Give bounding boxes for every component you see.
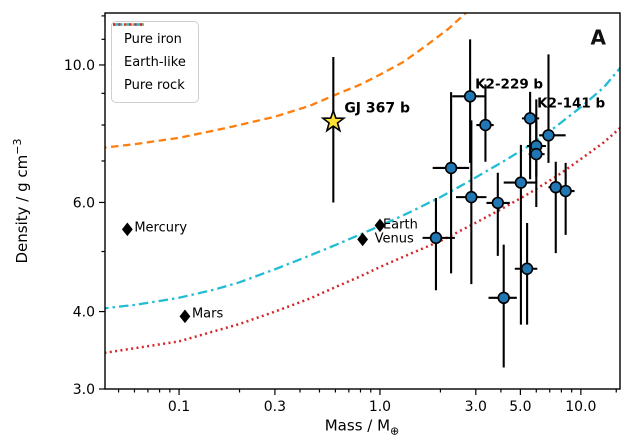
exoplanet-point <box>444 161 458 175</box>
x-axis-label: Mass / M⊕ <box>324 416 400 438</box>
data-points <box>121 90 572 324</box>
legend-item-pure-rock: Pure rock <box>113 23 186 94</box>
composition-curves <box>105 13 620 355</box>
curve-earth-like <box>105 66 620 310</box>
exoplanet-point <box>429 231 443 245</box>
curve-pure-iron <box>105 13 468 149</box>
x-tick-label: 5.0 <box>509 399 531 415</box>
exoplanet-point <box>514 176 528 189</box>
legend-item-pure-iron: Pure iron <box>113 23 186 48</box>
gj-367-b-star-marker <box>320 108 347 133</box>
exoplanet-point-k2-141-b <box>523 112 537 125</box>
annotations: GJ 367 b K2-229 b K2-141 b Mercury VenusEart… <box>134 25 606 321</box>
x-tick-label: 0.3 <box>264 399 286 415</box>
legend-label: Pure iron <box>124 31 182 47</box>
exoplanet-point <box>491 196 505 210</box>
y-tick-label: 4.0 <box>73 305 95 321</box>
x-tick-label: 1.0 <box>369 399 391 415</box>
earth-like-line-sample <box>113 23 144 26</box>
exoplanet-point <box>465 190 478 204</box>
exoplanet-point <box>520 262 534 275</box>
exoplanet-point-k2-229-b <box>463 90 477 103</box>
annotation-mars: Mars <box>192 306 224 321</box>
exoplanet-point <box>559 184 572 198</box>
y-tick-label: 3.0 <box>73 382 95 398</box>
pure-rock-line-sample <box>113 23 144 26</box>
axes-frame: 0.1 0.3 1.0 3.0 5.0 10.0 3.0 4.0 6.0 10.0 <box>64 12 621 415</box>
exoplanet-point <box>530 147 543 161</box>
exoplanet-point <box>497 291 510 305</box>
exoplanet-point <box>479 118 492 132</box>
planet-point-mercury <box>121 222 133 237</box>
annotation-earth: Earth <box>383 217 418 232</box>
annotation-gj-367-b: GJ 367 b <box>344 101 410 117</box>
x-tick-label: 10.0 <box>565 399 596 415</box>
x-tick-label: 3.0 <box>465 399 487 415</box>
annotation-k2-141-b: K2-141 b <box>537 95 605 111</box>
annotation-mercury: Mercury <box>134 220 187 235</box>
planet-point-mars <box>179 309 191 324</box>
curve-pure-rock <box>105 126 620 355</box>
legend-item-earth-like: Earth-like <box>113 23 186 71</box>
planet-point-venus <box>357 232 369 247</box>
planet-point-earth <box>374 218 386 233</box>
legend: Pure iron Earth-like Pure rock <box>111 21 199 103</box>
legend-label: Earth-like <box>124 54 186 70</box>
y-tick-label: 10.0 <box>64 58 95 74</box>
legend-label: Pure rock <box>124 77 185 93</box>
annotation-a: A <box>590 25 606 49</box>
x-tick-label: 0.1 <box>168 399 190 415</box>
exoplanet-point <box>542 129 555 142</box>
earth-symbol: ⊕ <box>390 424 400 438</box>
annotation-k2-229-b: K2-229 b <box>475 76 543 92</box>
annotation-venus: Venus <box>375 231 414 246</box>
y-axis-label: Density / g cm−3 <box>11 138 31 264</box>
y-tick-label: 6.0 <box>73 195 95 211</box>
plot-border <box>104 12 621 390</box>
